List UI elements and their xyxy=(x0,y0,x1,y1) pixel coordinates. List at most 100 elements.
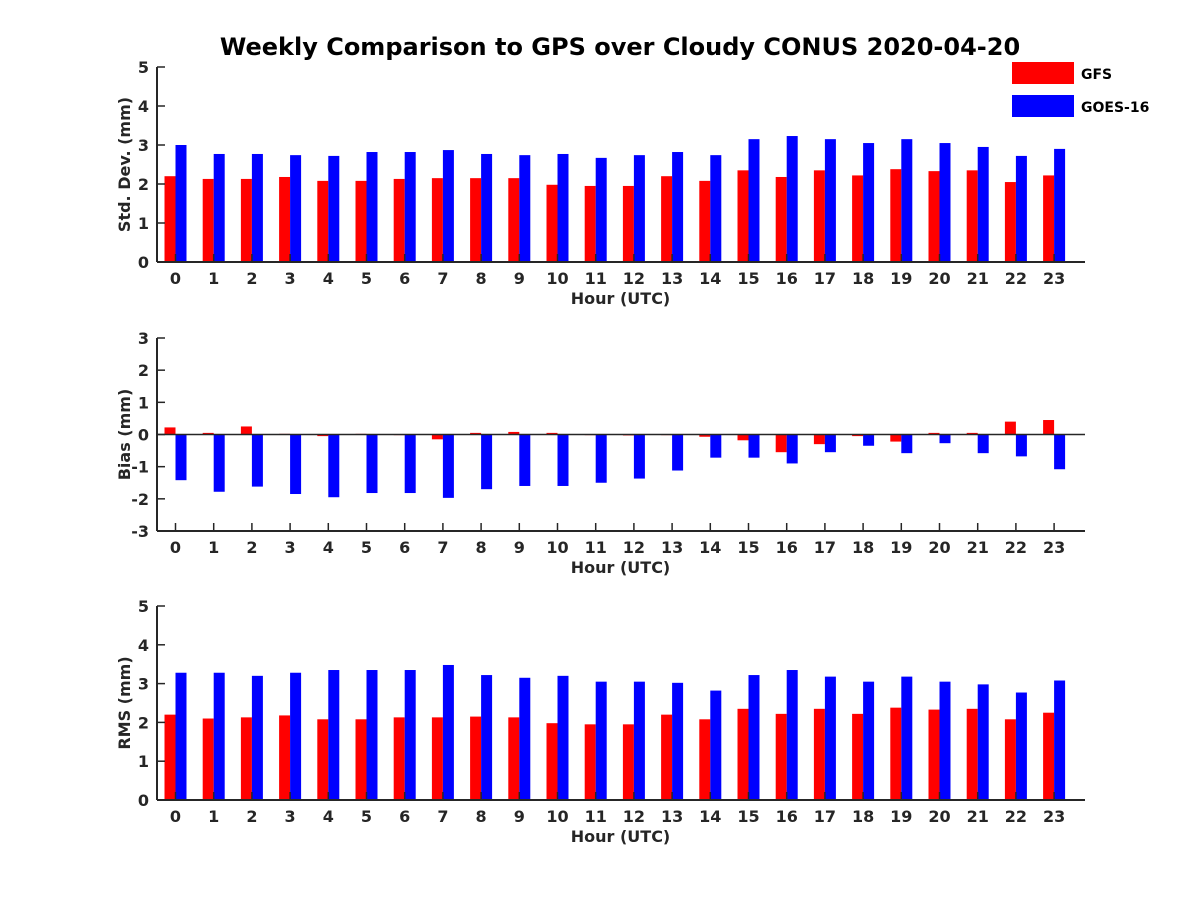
stddev-bar-goes16-20 xyxy=(939,143,951,262)
stddev-xtick-label: 20 xyxy=(928,269,950,288)
bias-bar-goes16-3 xyxy=(290,434,302,495)
bias-bar-gfs-23 xyxy=(1043,420,1055,435)
bias-xtick-label: 17 xyxy=(814,538,836,557)
stddev-bar-goes16-16 xyxy=(786,136,798,262)
rms-xtick-label: 17 xyxy=(814,807,836,826)
stddev-xtick-label: 3 xyxy=(285,269,296,288)
bias-bar-goes16-2 xyxy=(251,434,263,487)
bias-ytick-label: -2 xyxy=(131,490,149,509)
stddev-xtick-label: 16 xyxy=(776,269,798,288)
bias-ytick-label: 2 xyxy=(138,361,149,380)
bias-ytick-label: -1 xyxy=(131,458,149,477)
rms-bar-goes16-1 xyxy=(213,672,225,800)
rms-bar-gfs-22 xyxy=(1004,719,1016,800)
rms-xtick-label: 8 xyxy=(476,807,487,826)
stddev-bar-gfs-5 xyxy=(355,180,367,262)
rms-bar-gfs-4 xyxy=(317,719,329,800)
stddev-bar-gfs-22 xyxy=(1004,182,1016,262)
rms-xtick-label: 18 xyxy=(852,807,874,826)
stddev-bar-goes16-1 xyxy=(213,153,225,262)
bias-xtick-label: 11 xyxy=(585,538,607,557)
rms-xtick-label: 15 xyxy=(737,807,759,826)
bias-bar-goes16-11 xyxy=(595,434,607,483)
bias-bar-goes16-4 xyxy=(328,434,340,498)
rms-bar-goes16-17 xyxy=(824,676,836,800)
rms-bar-gfs-23 xyxy=(1043,712,1055,800)
rms-xtick-label: 5 xyxy=(361,807,372,826)
rms-bar-goes16-20 xyxy=(939,681,951,800)
stddev-bar-gfs-9 xyxy=(508,178,520,262)
bias-bar-goes16-14 xyxy=(710,434,722,458)
bias-ytick-label: 1 xyxy=(138,393,149,412)
bias-bar-gfs-9 xyxy=(508,431,520,435)
stddev-bar-goes16-4 xyxy=(328,155,340,262)
stddev-xtick-label: 15 xyxy=(737,269,759,288)
bias-xtick-label: 15 xyxy=(737,538,759,557)
stddev-bar-gfs-0 xyxy=(164,176,176,262)
bias-xtick-label: 10 xyxy=(546,538,568,557)
rms-xtick-label: 14 xyxy=(699,807,721,826)
stddev-bar-gfs-21 xyxy=(966,170,978,262)
bias-bar-gfs-17 xyxy=(813,434,825,445)
rms-ytick-label: 1 xyxy=(138,752,149,771)
stddev-ytick-label: 4 xyxy=(138,97,149,116)
bias-bar-gfs-10 xyxy=(546,432,558,435)
rms-bar-goes16-8 xyxy=(481,675,493,800)
stddev-xtick-label: 8 xyxy=(476,269,487,288)
rms-bar-gfs-1 xyxy=(202,718,214,800)
bias-bar-gfs-20 xyxy=(928,432,940,435)
stddev-xtick-label: 11 xyxy=(585,269,607,288)
rms-bar-gfs-10 xyxy=(546,723,558,800)
stddev-bar-gfs-11 xyxy=(584,185,596,262)
bias-bar-goes16-16 xyxy=(786,434,798,464)
rms-bar-goes16-21 xyxy=(977,684,989,800)
bias-bar-goes16-21 xyxy=(977,434,989,454)
bias-bar-goes16-12 xyxy=(633,434,645,479)
rms-xtick-label: 10 xyxy=(546,807,568,826)
bias-xtick-label: 19 xyxy=(890,538,912,557)
bias-xtick-label: 4 xyxy=(323,538,334,557)
stddev-bar-gfs-13 xyxy=(661,176,673,262)
bias-y-axis-label: Bias (mm) xyxy=(115,389,134,481)
legend-label-gfs: GFS xyxy=(1081,67,1112,83)
rms-bar-goes16-2 xyxy=(251,675,263,800)
rms-xtick-label: 0 xyxy=(170,807,181,826)
bias-bar-gfs-19 xyxy=(890,434,902,442)
stddev-xtick-label: 6 xyxy=(399,269,410,288)
stddev-ytick-label: 5 xyxy=(138,58,149,77)
stddev-xtick-label: 19 xyxy=(890,269,912,288)
stddev-bar-goes16-6 xyxy=(404,152,416,262)
bias-bar-goes16-23 xyxy=(1054,434,1066,470)
bias-xtick-label: 6 xyxy=(399,538,410,557)
bias-bar-gfs-21 xyxy=(966,432,978,435)
stddev-bar-gfs-3 xyxy=(279,176,291,262)
stddev-bar-goes16-12 xyxy=(633,155,645,262)
rms-xtick-label: 16 xyxy=(776,807,798,826)
rms-bar-gfs-8 xyxy=(470,716,482,800)
stddev-bar-gfs-10 xyxy=(546,184,558,262)
rms-xtick-label: 21 xyxy=(967,807,989,826)
bias-bar-gfs-0 xyxy=(164,427,176,435)
stddev-xtick-label: 5 xyxy=(361,269,372,288)
stddev-bar-goes16-23 xyxy=(1054,148,1066,262)
bias-xtick-label: 1 xyxy=(208,538,219,557)
bias-x-axis-label: Hour (UTC) xyxy=(571,558,671,577)
stddev-xtick-label: 18 xyxy=(852,269,874,288)
rms-bar-goes16-4 xyxy=(328,670,340,800)
stddev-bar-gfs-23 xyxy=(1043,175,1055,262)
rms-bar-goes16-15 xyxy=(748,675,760,800)
bias-xtick-label: 14 xyxy=(699,538,721,557)
bias-xtick-label: 0 xyxy=(170,538,181,557)
stddev-bar-gfs-2 xyxy=(240,178,252,262)
rms-bar-gfs-6 xyxy=(393,717,405,800)
rms-bar-gfs-14 xyxy=(699,719,711,800)
rms-y-axis-label: RMS (mm) xyxy=(115,656,134,749)
rms-bar-gfs-0 xyxy=(164,714,176,800)
bias-bar-goes16-13 xyxy=(672,434,684,471)
figure-title: Weekly Comparison to GPS over Cloudy CON… xyxy=(220,33,1020,61)
rms-xtick-label: 9 xyxy=(514,807,525,826)
rms-xtick-label: 6 xyxy=(399,807,410,826)
